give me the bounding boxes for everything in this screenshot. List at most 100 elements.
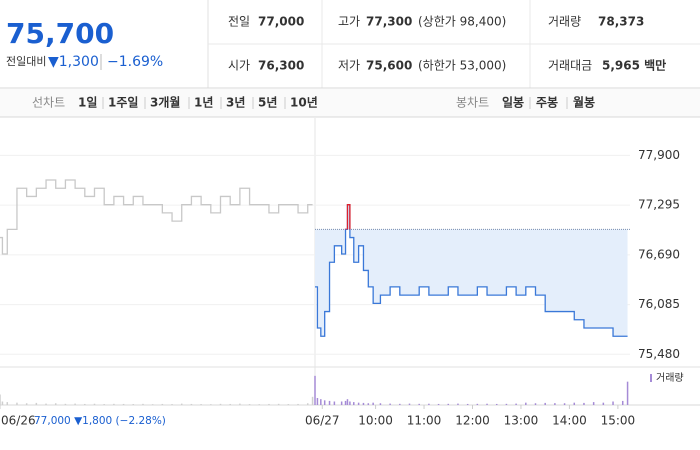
volume-bar <box>344 400 347 405</box>
volume-bar <box>563 403 566 405</box>
volume-bar <box>316 398 319 405</box>
stat-value: 76,300 <box>258 59 304 73</box>
current-price: 75,700 <box>6 17 114 50</box>
volume-bar <box>74 403 76 405</box>
volume-bar <box>93 403 96 405</box>
volume-bar <box>389 403 391 405</box>
y-tick-label: 76,085 <box>638 297 680 311</box>
volume-bar <box>161 403 164 405</box>
legend-label: 거래량 <box>656 372 684 384</box>
period-tab[interactable]: 1년 <box>194 96 213 110</box>
volume-bar <box>219 403 222 405</box>
volume-bar <box>45 403 47 405</box>
stat-label: 시가 <box>228 59 250 73</box>
stat-label: 거래대금 <box>548 59 592 73</box>
volume-bar <box>626 381 629 405</box>
volume-bar <box>437 403 440 405</box>
period-tab[interactable]: 10년 <box>290 96 318 110</box>
volume-bar <box>314 375 316 405</box>
volume-bar <box>534 403 537 405</box>
volume-bar <box>328 400 331 405</box>
y-tick-label: 77,900 <box>638 148 680 162</box>
change-pct: −1.69% <box>107 54 163 70</box>
volume-bar <box>151 404 154 405</box>
volume-bar <box>229 403 231 405</box>
stat-extra: (상한가 98,400) <box>418 15 506 29</box>
volume-bar <box>525 402 527 405</box>
volume-bar <box>64 403 67 405</box>
volume-bar <box>1 401 4 405</box>
volume-bar <box>505 403 508 405</box>
volume-bar <box>190 403 193 405</box>
stat-value: 75,600 <box>366 59 412 73</box>
volume-bar <box>476 403 479 405</box>
stat-extra: (하한가 53,000) <box>418 59 506 73</box>
stat-value: 78,373 <box>598 15 644 29</box>
volume-bar <box>353 402 355 405</box>
volume-bar <box>457 403 459 405</box>
volume-bar <box>466 403 469 405</box>
period-tab[interactable]: 3개월 <box>150 95 180 110</box>
change-caption: 전일대비 <box>6 54 46 68</box>
volume-bar <box>210 404 212 405</box>
volume-bar <box>323 400 326 405</box>
stat-label: 고가 <box>338 15 360 29</box>
volume-bar <box>554 403 556 405</box>
volume-bar <box>0 394 1 405</box>
candle-tab[interactable]: 월봉 <box>573 95 595 110</box>
candle-tab[interactable]: 주봉 <box>536 96 558 110</box>
volume-bar <box>200 404 202 405</box>
tab-bar <box>0 89 700 117</box>
volume-bar <box>408 403 411 405</box>
tab-caption: 선차트 <box>32 96 65 110</box>
volume-bar <box>486 403 488 405</box>
y-tick-label: 76,690 <box>638 247 680 261</box>
price-line <box>315 204 628 337</box>
volume-bar <box>268 403 270 405</box>
volume-bar <box>297 403 299 405</box>
stat-label: 전일 <box>228 15 250 29</box>
tab-caption: 봉차트 <box>456 96 489 110</box>
volume-bar <box>84 403 86 405</box>
volume-bar <box>333 401 336 405</box>
volume-bar <box>287 404 290 405</box>
volume-bar <box>320 399 322 405</box>
stat-value: 77,000 <box>258 15 304 29</box>
stat-label: 거래량 <box>548 15 581 29</box>
volume-bar <box>544 402 546 405</box>
x-tick-label: 15:00 <box>601 414 636 428</box>
volume-bar <box>379 403 382 405</box>
stat-label: 저가 <box>338 59 360 73</box>
volume-bar <box>180 403 183 405</box>
volume-bar <box>277 403 280 405</box>
area <box>315 204 628 337</box>
x-tick-label: 13:00 <box>504 414 539 428</box>
y-tick-label: 75,480 <box>638 347 680 361</box>
volume-bar <box>602 402 605 405</box>
volume-bar <box>592 402 595 405</box>
x-tick-label: 11:00 <box>407 414 442 428</box>
volume-bar <box>357 402 360 405</box>
volume-bar <box>16 402 18 405</box>
volume-bar <box>515 403 517 405</box>
volume-bar <box>349 401 351 405</box>
period-tab[interactable]: 3년 <box>226 96 245 110</box>
volume-bar <box>495 403 498 405</box>
period-tab[interactable]: 5년 <box>258 96 277 110</box>
x-tick-label: 14:00 <box>552 414 587 428</box>
volume-bar <box>362 402 365 405</box>
volume-bar <box>573 402 576 405</box>
volume-bar <box>113 403 115 405</box>
volume-bar <box>399 403 401 405</box>
x-tick-label: 10:00 <box>358 414 393 428</box>
volume-bar <box>258 404 261 405</box>
period-tab[interactable]: 1일 <box>78 96 97 110</box>
candle-tab[interactable]: 일봉 <box>502 96 524 110</box>
volume-bar <box>428 403 430 405</box>
volume-bar <box>447 403 450 405</box>
change: ▼1,300 <box>48 54 99 70</box>
volume-bar <box>25 403 28 405</box>
period-tab[interactable]: 1주일 <box>108 96 138 110</box>
